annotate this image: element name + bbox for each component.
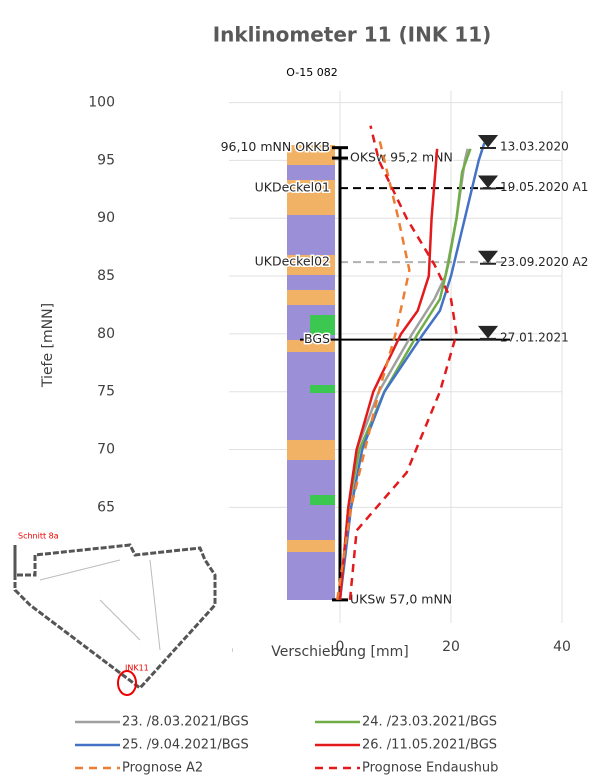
inset-map: Schnitt 8a INK11 — [0, 520, 232, 700]
chart-subtitle: O-15 082 — [286, 66, 337, 79]
date-label: 19.05.2020 A1 — [500, 180, 588, 194]
level-label: BGS — [304, 331, 330, 346]
x-tick-label: 0 — [336, 639, 345, 655]
y-tick-label: 85 — [97, 268, 115, 284]
inset-point-label: INK11 — [125, 664, 149, 673]
y-tick-label: 90 — [97, 210, 115, 226]
y-axis-label: Tiefe [mNN] — [40, 303, 56, 388]
legend-label: Prognose A2 — [122, 761, 203, 776]
level-label: 96,10 mNN OKKB — [221, 139, 330, 154]
inset-section-label: Schnitt 8a — [18, 532, 59, 541]
x-tick-label: 20 — [442, 639, 460, 655]
y-tick-label: 100 — [88, 95, 115, 111]
chart: Inklinometer 11 (INK 11) O-15 082 Tiefe … — [0, 0, 595, 780]
level-label: UKDeckel01 — [255, 180, 330, 195]
legend-label: 24. /23.03.2021/BGS — [362, 715, 497, 730]
level-label: UKDeckel02 — [255, 254, 330, 269]
chart-title: Inklinometer 11 (INK 11) — [213, 23, 492, 47]
date-label: 23.09.2020 A2 — [500, 255, 588, 269]
legend-label: Prognose Endaushub — [362, 761, 498, 776]
date-label: 13.03.2020 — [500, 140, 569, 154]
legend-label: 23. /8.03.2021/BGS — [122, 715, 249, 730]
x-tick-label: 40 — [553, 639, 571, 655]
level-label: UKSw 57,0 mNN — [350, 591, 452, 606]
y-tick-label: 70 — [97, 442, 115, 458]
y-tick-label: 65 — [97, 499, 115, 515]
y-tick-label: 80 — [97, 326, 115, 342]
soil-column — [287, 145, 335, 600]
date-label: 27.01.2021 — [500, 330, 569, 344]
legend-label: 26. /11.05.2021/BGS — [362, 738, 497, 753]
legend-label: 25. /9.04.2021/BGS — [122, 738, 249, 753]
y-tick-label: 75 — [97, 384, 115, 400]
y-tick-label: 95 — [97, 152, 115, 168]
